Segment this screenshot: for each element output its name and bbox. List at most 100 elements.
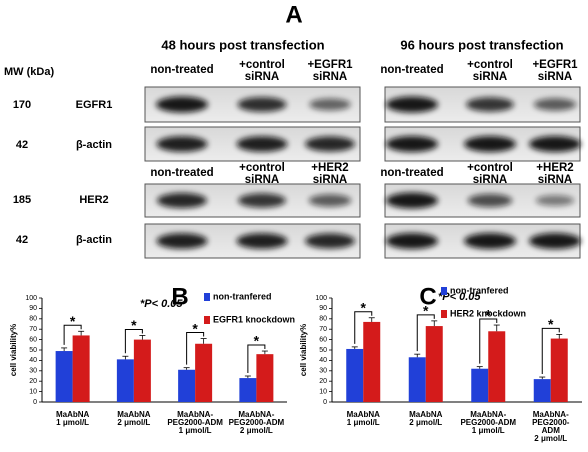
- protein-name: HER2: [79, 194, 108, 206]
- panel-label: A: [285, 1, 302, 28]
- y-tick-label: 70: [29, 326, 37, 333]
- lane-label: non-treated: [150, 167, 214, 179]
- x-tick-label: MaAbNA- PEG2000-ADM 2 μmol/L: [532, 410, 570, 443]
- blot-band: [386, 233, 438, 249]
- lane-label: +HER2 siRNA: [536, 162, 574, 186]
- blot-band: [305, 233, 355, 249]
- significance-mark: *: [70, 313, 76, 329]
- x-tick-label: MaAbNA 1 μmol/L: [55, 410, 90, 427]
- lane-label: +control siRNA: [239, 162, 285, 186]
- mw-header: MW (kDa): [4, 66, 54, 78]
- legend-label: non-tranfered: [213, 291, 272, 301]
- x-tick-label: MaAbNA- PEG2000-ADM 2 μmol/L: [228, 410, 285, 435]
- y-tick-label: 20: [29, 378, 37, 385]
- bar: [72, 335, 90, 402]
- lane-label: +control siRNA: [239, 59, 285, 83]
- blot-band: [157, 192, 207, 209]
- y-tick-label: 40: [319, 357, 327, 364]
- y-tick-label: 20: [319, 378, 327, 385]
- blot-band: [238, 193, 286, 208]
- significance-bracket: [479, 318, 498, 364]
- blot-band: [156, 96, 208, 113]
- significance-bracket: [247, 344, 266, 373]
- y-tick-label: 70: [319, 326, 327, 333]
- bar: [178, 369, 196, 402]
- blot-band: [305, 136, 355, 152]
- blot-band: [386, 96, 438, 113]
- lane-label: non-treated: [150, 64, 214, 76]
- y-tick-label: 50: [319, 347, 327, 354]
- mw-value: 185: [13, 194, 31, 206]
- annotation: *P< 0.05: [438, 291, 481, 303]
- y-tick-label: 10: [319, 388, 327, 395]
- lane-label: +EGFR1 siRNA: [307, 59, 353, 83]
- x-tick-label: MaAbNA 2 μmol/L: [117, 410, 151, 427]
- blot-band: [467, 193, 513, 208]
- y-tick-label: 50: [29, 347, 37, 354]
- panel-label: C: [419, 283, 436, 310]
- mw-value: 42: [16, 234, 28, 246]
- annotation: *P< 0.05: [140, 298, 183, 310]
- legend-label: EGFR1 knockdown: [213, 314, 295, 324]
- blot-band: [464, 136, 516, 152]
- bar: [346, 348, 364, 402]
- y-tick-label: 100: [25, 295, 37, 302]
- bar: [133, 339, 151, 402]
- panel-label: B: [171, 283, 188, 310]
- y-tick-label: 90: [29, 305, 37, 312]
- significance-bracket: [186, 332, 205, 365]
- x-tick-label: MaAbNA- PEG2000-ADM 1 μmol/L: [460, 410, 517, 435]
- blot-band: [533, 98, 577, 111]
- blot-band: [237, 97, 287, 112]
- legend-swatch: [204, 293, 210, 301]
- protein-name: β-actin: [76, 234, 112, 246]
- blot-band: [466, 97, 514, 112]
- significance-mark: *: [486, 307, 492, 323]
- significance-bracket: [354, 311, 373, 344]
- x-tick-label: MaAbNA 1 μmol/L: [346, 410, 380, 427]
- y-axis-label: cell viability%: [9, 324, 18, 376]
- lane-label: +HER2 siRNA: [311, 162, 349, 186]
- blot-band: [529, 136, 581, 152]
- blot-band: [156, 136, 208, 152]
- mw-value: 170: [13, 99, 31, 111]
- x-tick-label: MaAbNA- PEG2000-ADM 1 μmol/L: [167, 410, 223, 435]
- blot-band: [529, 233, 581, 249]
- y-tick-label: 80: [319, 316, 327, 323]
- x-tick-label: MaAbNA 2 μmol/L: [409, 410, 443, 427]
- lane-label: non-treated: [380, 64, 444, 76]
- significance-bracket: [541, 327, 560, 375]
- significance-mark: *: [423, 303, 429, 319]
- bar: [116, 359, 134, 402]
- blot-band: [535, 195, 575, 206]
- blot-band: [386, 192, 438, 209]
- y-tick-label: 30: [29, 368, 37, 375]
- bar: [363, 321, 381, 402]
- protein-name: EGFR1: [76, 99, 113, 111]
- legend-swatch: [204, 316, 210, 324]
- blot-band: [309, 98, 351, 111]
- significance-mark: *: [548, 316, 554, 332]
- y-tick-label: 40: [29, 357, 37, 364]
- bar: [550, 338, 568, 402]
- significance-mark: *: [361, 299, 367, 315]
- lane-label: +control siRNA: [467, 59, 513, 83]
- y-tick-label: 60: [319, 336, 327, 343]
- mw-value: 42: [16, 139, 28, 151]
- legend-swatch: [441, 310, 447, 318]
- y-tick-label: 100: [315, 295, 327, 302]
- blot-band: [236, 233, 288, 249]
- legend-label: HER2 knockdown: [450, 308, 526, 318]
- bar: [408, 357, 426, 402]
- blot-title: 48 hours post transfection: [161, 37, 324, 52]
- y-tick-label: 0: [323, 399, 327, 406]
- bar: [425, 326, 443, 402]
- bar: [256, 354, 274, 402]
- blot-band: [464, 233, 516, 249]
- legend-swatch: [441, 287, 447, 295]
- bar: [239, 378, 257, 402]
- lane-label: +EGFR1 siRNA: [532, 59, 578, 83]
- lane-label: non-treated: [380, 167, 444, 179]
- bar: [533, 379, 551, 402]
